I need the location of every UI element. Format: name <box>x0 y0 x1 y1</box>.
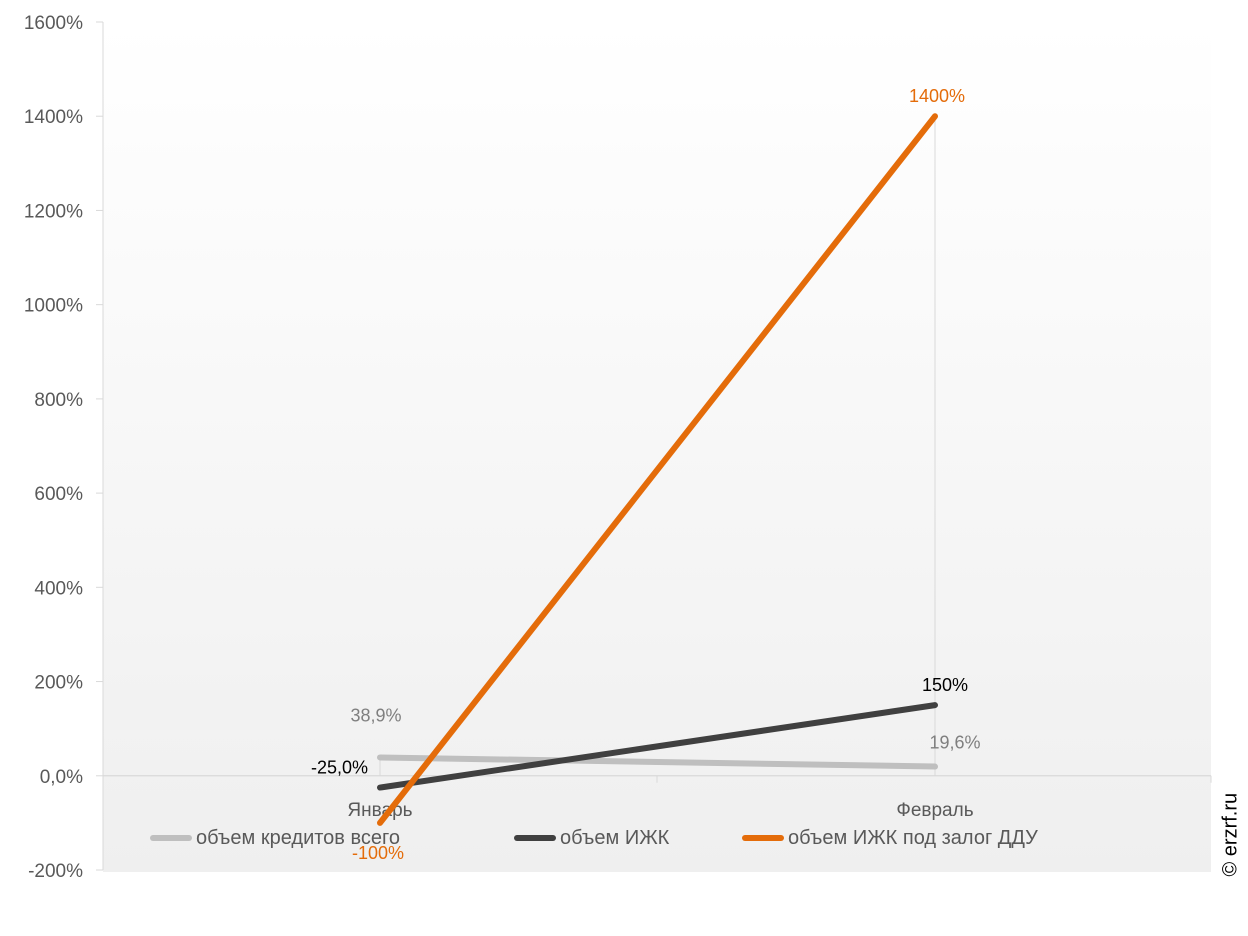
data-label: 38,9% <box>350 705 401 725</box>
y-tick-label: 1600% <box>24 13 83 34</box>
legend-label-izhk-ddu: объем ИЖК под залог ДДУ <box>788 826 1038 849</box>
y-tick-label: 0,0% <box>40 767 83 788</box>
y-tick-label: 600% <box>34 484 83 505</box>
data-label: -100% <box>352 843 404 863</box>
legend-swatch-izhk <box>514 835 556 841</box>
y-tick-label: -200% <box>28 861 83 882</box>
x-tick-label: Февраль <box>896 800 973 821</box>
legend-swatch-total <box>150 835 192 841</box>
legend-item-total: объем кредитов всего <box>150 820 400 856</box>
legend-label-izhk: объем ИЖК <box>560 826 670 849</box>
y-tick-label: 1400% <box>24 107 83 128</box>
y-tick-label: 1000% <box>24 296 83 317</box>
plot-area <box>103 22 1211 872</box>
legend-item-izhk-ddu: объем ИЖК под залог ДДУ <box>742 820 1038 856</box>
legend-item-izhk: объем ИЖК <box>514 820 669 856</box>
y-tick-label: 800% <box>34 390 83 411</box>
y-tick-label: 1200% <box>24 201 83 222</box>
legend: объем кредитов всего объем ИЖК объем ИЖК… <box>150 820 1150 856</box>
data-label: 1400% <box>909 86 965 106</box>
watermark-text: © erzrf.ru <box>1219 792 1242 877</box>
legend-label-total: объем кредитов всего <box>196 826 400 849</box>
series-line-1 <box>377 702 938 791</box>
data-label: 19,6% <box>929 733 980 753</box>
data-label: 150% <box>922 675 968 695</box>
data-label: -25,0% <box>311 758 368 778</box>
x-tick-label: Январь <box>347 800 412 821</box>
legend-swatch-izhk-ddu <box>742 835 784 841</box>
series-line-0 <box>377 754 938 770</box>
y-tick-label: 400% <box>34 578 83 599</box>
series-line-2 <box>377 113 938 826</box>
y-tick-label: 200% <box>34 673 83 694</box>
watermark: © erzrf.ru <box>1212 770 1248 880</box>
